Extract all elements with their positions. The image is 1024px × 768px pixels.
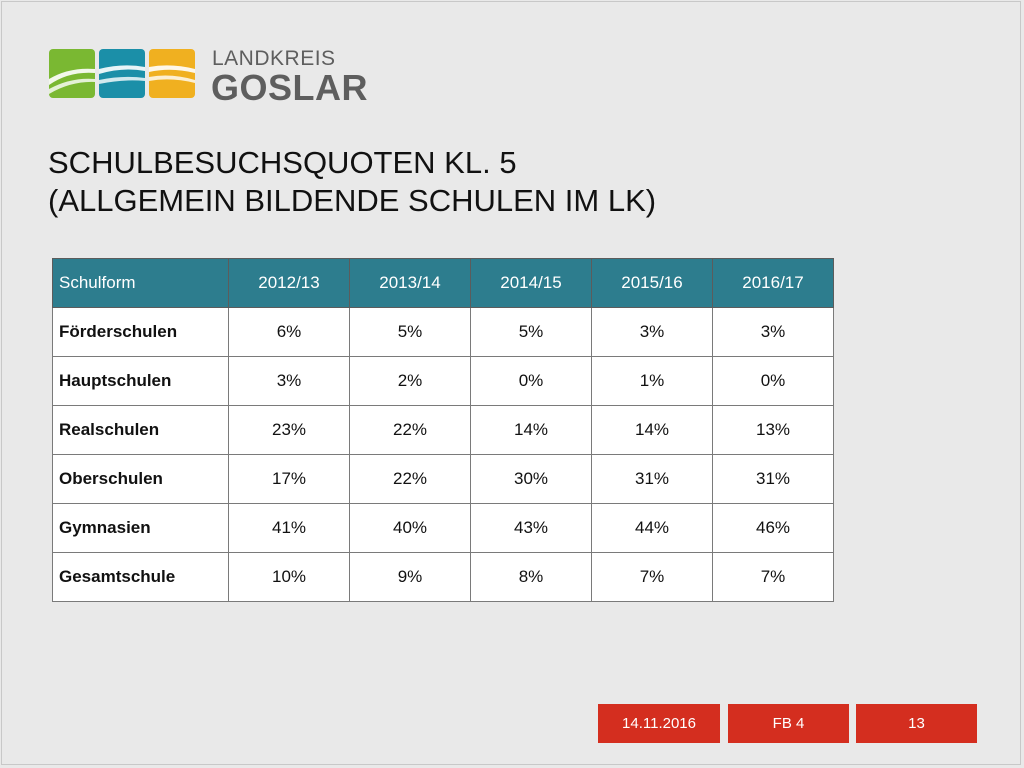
table-cell: 0%	[712, 356, 834, 406]
table-cell: 30%	[470, 454, 592, 504]
table-header-row: Schulform 2012/13 2013/14 2014/15 2015/1…	[52, 258, 834, 308]
logo-yellow-block	[149, 49, 195, 98]
table-cell: 13%	[712, 405, 834, 455]
row-label: Gesamtschule	[52, 552, 229, 602]
table-cell: 40%	[349, 503, 471, 553]
logo-text-goslar: GOSLAR	[211, 67, 369, 108]
column-header-year: 2013/14	[349, 258, 471, 308]
attendance-rate-table: Schulform 2012/13 2013/14 2014/15 2015/1…	[52, 258, 834, 602]
column-header-year: 2014/15	[470, 258, 592, 308]
table-row: Realschulen 23% 22% 14% 14% 13%	[52, 405, 834, 455]
table-cell: 0%	[470, 356, 592, 406]
table-cell: 31%	[591, 454, 713, 504]
footer-date: 14.11.2016	[598, 704, 720, 743]
table-cell: 22%	[349, 405, 471, 455]
table-row: Förderschulen 6% 5% 5% 3% 3%	[52, 307, 834, 357]
row-label: Gymnasien	[52, 503, 229, 553]
table-cell: 14%	[470, 405, 592, 455]
table-cell: 5%	[470, 307, 592, 357]
table-cell: 43%	[470, 503, 592, 553]
row-label: Förderschulen	[52, 307, 229, 357]
row-label: Hauptschulen	[52, 356, 229, 406]
table-cell: 3%	[712, 307, 834, 357]
table-row: Gymnasien 41% 40% 43% 44% 46%	[52, 503, 834, 553]
slide-title: SCHULBESUCHSQUOTEN KL. 5 (ALLGEMEIN BILD…	[48, 144, 948, 220]
table-cell: 23%	[228, 405, 350, 455]
column-header-year: 2015/16	[591, 258, 713, 308]
slide-title-line-1: SCHULBESUCHSQUOTEN KL. 5	[48, 145, 517, 180]
table-cell: 41%	[228, 503, 350, 553]
column-header-year: 2016/17	[712, 258, 834, 308]
logo-text-landkreis: LANDKREIS	[212, 47, 336, 70]
slide-title-line-2: (ALLGEMEIN BILDENDE SCHULEN IM LK)	[48, 183, 657, 218]
logo-green-block	[49, 49, 95, 98]
column-header-year: 2012/13	[228, 258, 350, 308]
table-cell: 17%	[228, 454, 350, 504]
table-cell: 46%	[712, 503, 834, 553]
table-cell: 3%	[228, 356, 350, 406]
table-row: Oberschulen 17% 22% 30% 31% 31%	[52, 454, 834, 504]
column-header-schulform: Schulform	[52, 258, 229, 308]
footer-page-number: 13	[856, 704, 977, 743]
table-cell: 31%	[712, 454, 834, 504]
table-row: Hauptschulen 3% 2% 0% 1% 0%	[52, 356, 834, 406]
row-label: Oberschulen	[52, 454, 229, 504]
logo-blue-block	[99, 49, 145, 98]
table-cell: 7%	[591, 552, 713, 602]
landkreis-goslar-logo: LANDKREIS GOSLAR	[49, 47, 368, 108]
footer-department: FB 4	[728, 704, 849, 743]
table-cell: 44%	[591, 503, 713, 553]
table-cell: 7%	[712, 552, 834, 602]
table-cell: 9%	[349, 552, 471, 602]
table-cell: 14%	[591, 405, 713, 455]
table-cell: 6%	[228, 307, 350, 357]
row-label: Realschulen	[52, 405, 229, 455]
table-row: Gesamtschule 10% 9% 8% 7% 7%	[52, 552, 834, 602]
table-cell: 1%	[591, 356, 713, 406]
table-cell: 2%	[349, 356, 471, 406]
table-cell: 8%	[470, 552, 592, 602]
table-cell: 5%	[349, 307, 471, 357]
table-cell: 22%	[349, 454, 471, 504]
table-cell: 3%	[591, 307, 713, 357]
table-cell: 10%	[228, 552, 350, 602]
